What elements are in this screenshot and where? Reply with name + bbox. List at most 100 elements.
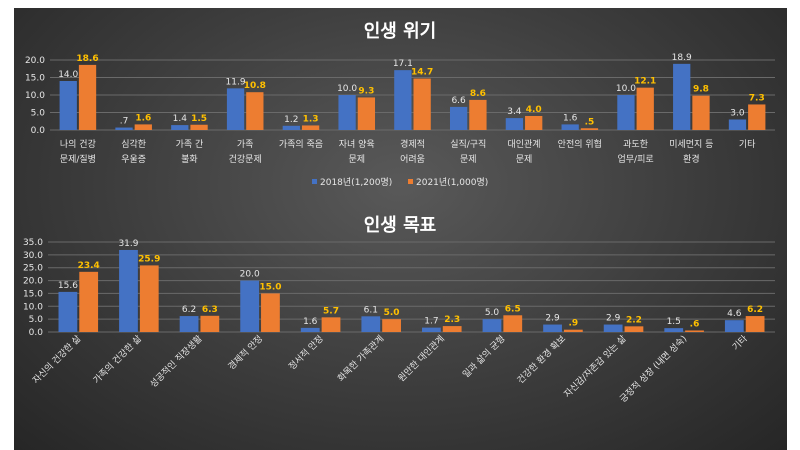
crisis-bar-2018	[338, 95, 356, 130]
crisis-bar-2018	[728, 119, 747, 130]
goal-bar-2021	[321, 317, 341, 332]
goal-data-label-2021: 5.0	[384, 308, 400, 318]
goal-ytick-label: 20.0	[23, 277, 43, 287]
crisis-bar-2021	[580, 128, 599, 130]
crisis-data-label-2021: .5	[585, 117, 595, 127]
goal-data-label-2018: 6.1	[364, 305, 378, 315]
goal-bar-2018	[482, 319, 502, 332]
goal-data-label-2018: 1.6	[303, 317, 318, 327]
goal-category-label: 가족의 건강한 삶	[91, 333, 144, 386]
crisis-ytick-label: 20.0	[25, 56, 45, 66]
goal-data-label-2018: 2.9	[606, 314, 621, 324]
goal-data-label-2021: 23.4	[78, 261, 100, 271]
goal-bar-2021	[685, 330, 704, 332]
goal-bar-2021	[442, 326, 462, 332]
goal-data-label-2021: .9	[569, 319, 579, 329]
goal-data-label-2021: 6.3	[202, 305, 218, 315]
goal-chart: 0.0 5.0 10.0 15.0 20.0 25.0 30.0 35.0 15.623.4 자신…	[23, 238, 775, 405]
goal-bar-2021	[624, 326, 644, 332]
goal-bar-2018	[240, 280, 260, 332]
legend-label-2021: 2021년(1,000명)	[416, 177, 488, 188]
goal-bar-2018	[422, 327, 441, 332]
legend-label-2018: 2018년(1,200명)	[320, 177, 392, 188]
crisis-data-label-2021: 9.3	[358, 86, 374, 96]
crisis-chart: 0.0 5.0 10.0 15.0 20.0 14.0 18.6 나의 건강 문제/질병 .7 1.…	[25, 53, 775, 165]
goal-data-label-2018: 15.6	[58, 281, 78, 291]
crisis-data-label-2018: 18.9	[672, 53, 692, 63]
crisis-data-label-2021: 1.5	[191, 114, 207, 124]
goal-category-label: 일과 삶의 균형	[461, 333, 508, 380]
crisis-bar-2021	[469, 99, 487, 130]
crisis-bar-2018	[394, 70, 412, 130]
goal-category-label: 정서적 안정	[286, 333, 326, 373]
crisis-category-label: 실직/구직 문제	[450, 139, 486, 165]
crisis-bar-2021	[636, 87, 654, 130]
crisis-category-label: 가족 간 불화	[176, 139, 204, 165]
goal-ytick-label: 5.0	[29, 315, 44, 325]
crisis-bar-2018	[673, 63, 691, 130]
crisis-category-label: 과도한 업무/피로	[617, 139, 653, 165]
crisis-category-label: 기타	[739, 139, 756, 150]
goal-category-label: 긍정적 성장 (내면 성숙)	[617, 333, 689, 405]
goal-data-label-2021: .6	[690, 319, 700, 329]
crisis-bar-2018	[617, 95, 635, 130]
goal-data-label-2018: 2.9	[545, 314, 560, 324]
goal-bar-2021	[503, 315, 523, 332]
goal-ytick-label: 0.0	[29, 328, 44, 338]
goal-bar-2021	[200, 315, 220, 332]
goal-bar-2018	[664, 328, 684, 332]
goal-bar-2018	[543, 324, 562, 332]
crisis-bar-2021	[692, 95, 710, 130]
crisis-category-label: 심각한 우울증	[121, 138, 146, 165]
goal-ytick-label: 25.0	[23, 264, 43, 274]
crisis-data-label-2021: 4.0	[526, 105, 542, 115]
goal-bar-2021	[745, 316, 765, 332]
goal-bar-2021	[139, 265, 159, 332]
goal-bar-2021	[79, 271, 99, 332]
goal-bar-2021	[382, 319, 401, 332]
goal-bar-2018	[603, 324, 623, 332]
crisis-bar-2021	[413, 78, 431, 130]
crisis-data-label-2018: 3.0	[730, 109, 745, 119]
goal-data-label-2021: 15.0	[259, 282, 281, 292]
crisis-bar-2018	[449, 106, 468, 130]
crisis-bar-2018	[282, 125, 300, 130]
goal-bar-2018	[300, 327, 320, 332]
goal-bar-2018	[179, 316, 199, 332]
chart-title-goal: 인생 목표	[364, 215, 437, 236]
goal-data-label-2021: 6.2	[747, 305, 763, 315]
goal-bar-2018	[724, 320, 744, 332]
goal-data-label-2021: 2.2	[626, 315, 642, 325]
chart-title-crisis: 인생 위기	[364, 21, 437, 42]
goal-category-label: 자신감/자존감 있는 삶	[561, 333, 628, 400]
crisis-data-label-2021: 12.1	[634, 77, 656, 87]
crisis-data-label-2018: 10.0	[337, 84, 357, 94]
crisis-data-label-2018: .7	[120, 117, 129, 127]
goal-bar-2021	[261, 293, 280, 332]
crisis-data-label-2021: 18.6	[76, 54, 98, 64]
crisis-bar-2018	[505, 118, 524, 130]
goal-category-label: 경제적 안정	[225, 333, 265, 373]
goal-bar-2018	[58, 291, 78, 332]
crisis-data-label-2021: 10.8	[244, 81, 266, 91]
crisis-ytick-label: 5.0	[31, 109, 46, 119]
goal-data-label-2021: 2.3	[444, 315, 460, 325]
crisis-bar-2021	[748, 104, 766, 130]
crisis-data-label-2018: 1.2	[284, 115, 298, 125]
goal-category-label: 원만한 대인관계	[395, 333, 446, 384]
crisis-category-label: 나의 건강 문제/질병	[60, 139, 96, 165]
crisis-bar-2021	[134, 124, 152, 130]
goal-data-label-2018: 20.0	[240, 270, 260, 280]
goal-bar-2021	[563, 329, 583, 332]
crisis-category-label: 안전의 위협	[558, 138, 602, 150]
crisis-ytick-label: 0.0	[31, 126, 46, 136]
crisis-category-label: 대인관계 문제	[507, 138, 540, 165]
crisis-bar-2018	[59, 81, 77, 130]
goal-data-label-2021: 6.5	[505, 304, 521, 314]
crisis-data-label-2018: 14.0	[58, 70, 78, 80]
goal-data-label-2018: 1.5	[667, 317, 681, 327]
crisis-category-label: 가족의 죽음	[279, 139, 323, 150]
goal-category-label: 기타	[730, 333, 750, 353]
crisis-data-label-2018: 10.0	[616, 84, 636, 94]
crisis-bar-2018	[226, 88, 245, 130]
